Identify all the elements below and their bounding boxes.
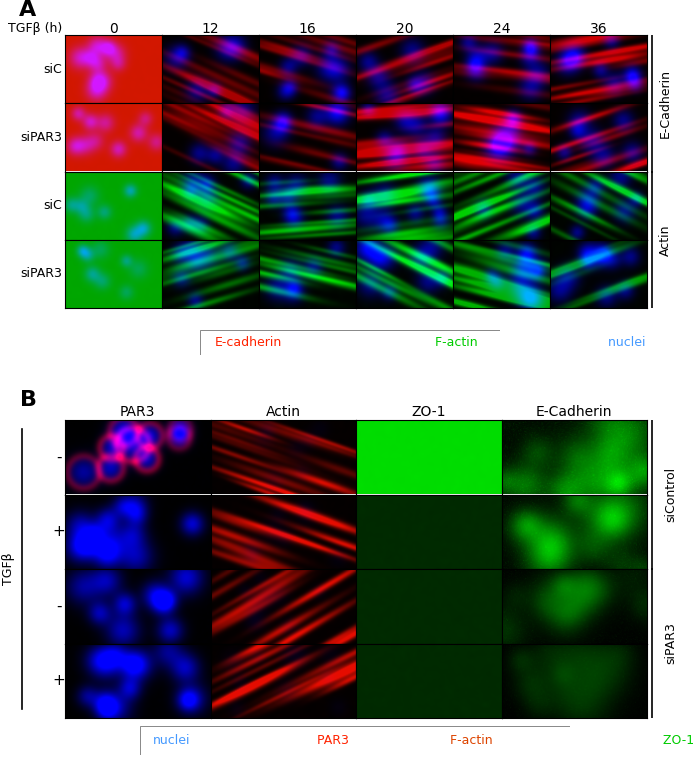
Text: 36: 36 bbox=[589, 21, 608, 36]
Text: F-actin: F-actin bbox=[446, 734, 493, 747]
Text: E-Cadherin: E-Cadherin bbox=[659, 69, 672, 138]
Text: siC: siC bbox=[43, 199, 62, 212]
Text: -: - bbox=[56, 449, 62, 465]
Text: +: + bbox=[52, 525, 65, 539]
Text: ZO-1: ZO-1 bbox=[412, 405, 446, 419]
Text: PAR3: PAR3 bbox=[120, 405, 155, 419]
Text: Actin: Actin bbox=[659, 224, 672, 255]
Text: E-cadherin: E-cadherin bbox=[215, 336, 282, 349]
Text: 16: 16 bbox=[299, 21, 316, 36]
Text: 0: 0 bbox=[109, 21, 118, 36]
Text: ZO-1: ZO-1 bbox=[659, 734, 694, 747]
Text: siControl: siControl bbox=[664, 467, 678, 522]
Text: -: - bbox=[56, 599, 62, 614]
Text: F-actin: F-actin bbox=[431, 336, 477, 349]
Text: siPAR3: siPAR3 bbox=[20, 268, 62, 281]
Text: PAR3: PAR3 bbox=[313, 734, 349, 747]
Text: TGFβ: TGFβ bbox=[2, 553, 15, 585]
Text: Actin: Actin bbox=[266, 405, 301, 419]
Text: siPAR3: siPAR3 bbox=[664, 623, 678, 664]
Text: +: + bbox=[52, 673, 65, 688]
Text: E-Cadherin: E-Cadherin bbox=[536, 405, 612, 419]
Text: nuclei: nuclei bbox=[153, 734, 190, 747]
Text: siPAR3: siPAR3 bbox=[20, 131, 62, 144]
Text: B: B bbox=[20, 390, 36, 410]
Text: 20: 20 bbox=[395, 21, 413, 36]
Text: 24: 24 bbox=[493, 21, 510, 36]
Text: TGFβ (h): TGFβ (h) bbox=[8, 22, 62, 35]
Text: 12: 12 bbox=[202, 21, 219, 36]
Text: nuclei: nuclei bbox=[604, 336, 645, 349]
Text: A: A bbox=[20, 0, 36, 20]
Text: siC: siC bbox=[43, 63, 62, 76]
